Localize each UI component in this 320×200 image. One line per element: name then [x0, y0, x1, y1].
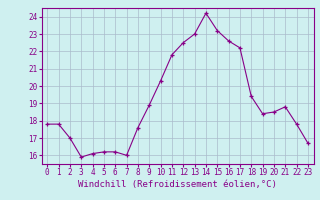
X-axis label: Windchill (Refroidissement éolien,°C): Windchill (Refroidissement éolien,°C) [78, 180, 277, 189]
